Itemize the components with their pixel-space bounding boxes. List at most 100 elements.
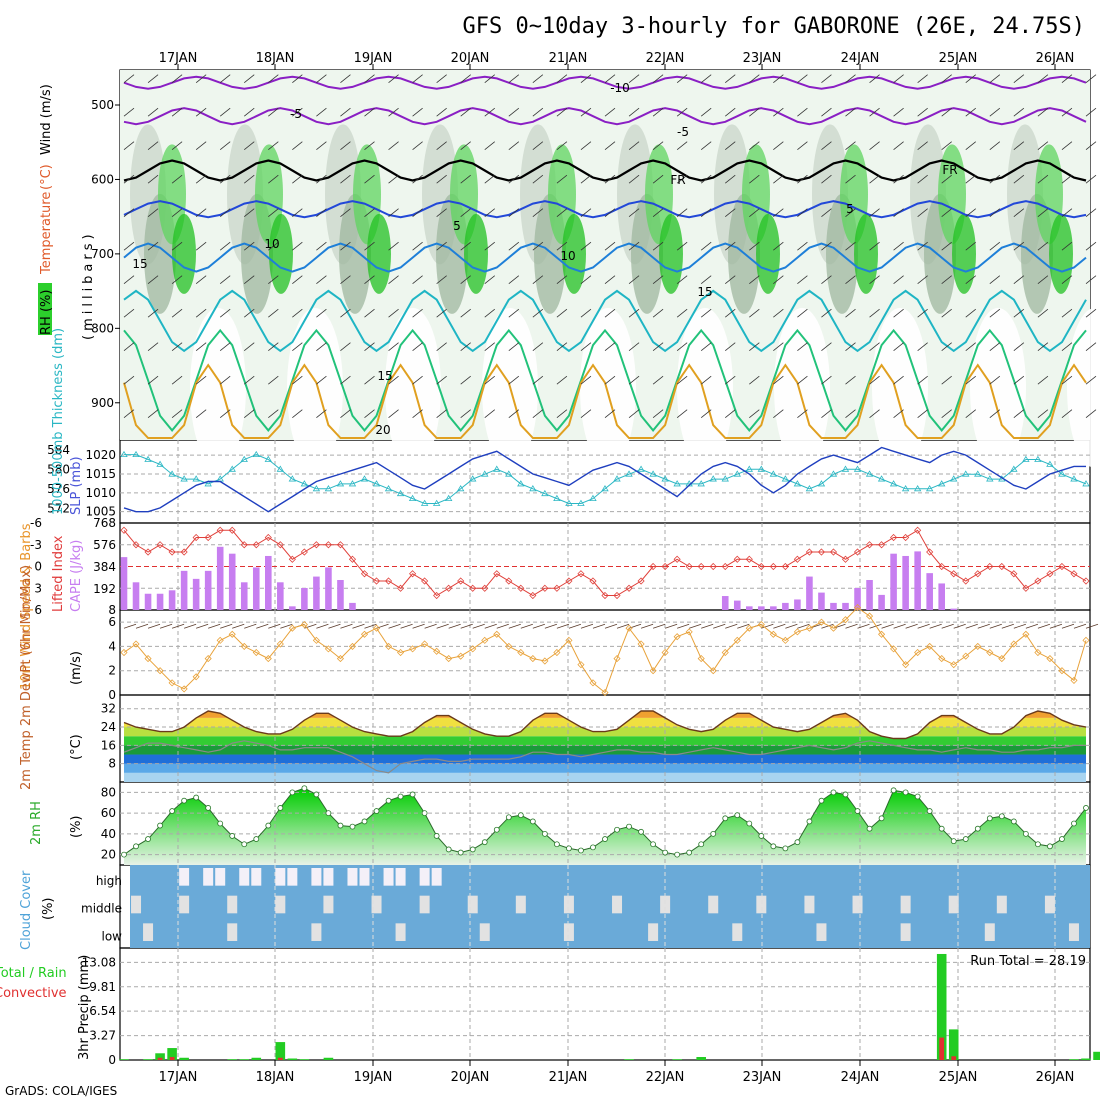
li-series-point [1082, 577, 1090, 585]
wind-barb [1013, 174, 1025, 184]
temp-tick: 24 [101, 720, 116, 734]
wind-barb [568, 623, 582, 629]
cape-tick: 192 [93, 582, 116, 596]
wind-barb [845, 308, 856, 318]
wind-barb [749, 141, 760, 150]
li-series-point [372, 577, 381, 585]
li-series-point [673, 555, 681, 563]
wind-tick: 0 [108, 688, 116, 702]
li-series-point [829, 548, 838, 556]
wind-barb [713, 623, 726, 629]
date-label: 23JAN [743, 51, 782, 66]
li-series-point [541, 584, 549, 592]
precip-bar [672, 1059, 682, 1060]
wind-barb [436, 141, 447, 150]
wind-label: 10m Wind Speed & Barbs [19, 523, 34, 690]
rh-series-point [481, 839, 488, 846]
isotherm-line [123, 289, 1087, 353]
thickness-series-point [721, 475, 729, 482]
rh-series-point [277, 805, 284, 811]
wind-barb [845, 409, 856, 418]
li-series-point [1010, 570, 1018, 578]
wind-speed-series-point [745, 624, 753, 632]
wind-barb [1037, 308, 1049, 318]
wind-barb [821, 623, 834, 629]
wind-barb [797, 409, 808, 418]
wind-barb [941, 375, 952, 385]
wind-barb [484, 623, 497, 629]
wind-barb [881, 623, 894, 629]
wind-barb [604, 107, 616, 117]
li-series-point [950, 570, 958, 578]
wind-barb [725, 342, 736, 351]
wind-barb [917, 375, 928, 385]
wind-barb [773, 174, 784, 184]
wind-barb [556, 409, 568, 418]
wind-barb [941, 208, 952, 217]
wind-barb [1013, 241, 1025, 251]
cloud-cell [804, 895, 815, 914]
cloud-label: Cloud Cover [19, 870, 34, 950]
wind-barb [123, 623, 137, 629]
thickness-series-point [493, 465, 501, 472]
wind-barb [652, 141, 664, 150]
wind-barb [845, 375, 856, 385]
wind-barb [821, 342, 832, 351]
rh-series-point [818, 797, 825, 804]
li-series-point [300, 548, 308, 556]
wind-barb [652, 174, 664, 184]
rh-series-point [529, 818, 536, 825]
wind-barb [316, 241, 327, 251]
wind-barb [580, 208, 592, 217]
wind-barb [532, 275, 544, 284]
wind-barb [364, 375, 375, 385]
date-label: 18JAN [256, 51, 295, 66]
profile-ytick: 800 [91, 321, 114, 335]
wind-barb [244, 275, 255, 284]
wind-barb [989, 623, 1002, 629]
wind-barb [171, 241, 183, 251]
wind-barb [460, 208, 471, 217]
wind-barb [869, 308, 880, 318]
wind-barb [340, 141, 351, 150]
wind-speed-series-point [457, 652, 465, 660]
rh-unit: (%) [69, 816, 84, 839]
thickness-series-point [1070, 475, 1078, 482]
wind-barb [195, 342, 207, 351]
wind-barb [821, 141, 832, 150]
wind-barb [532, 174, 544, 184]
date-label: 25JAN [939, 51, 978, 66]
thickness-series-point [865, 470, 874, 477]
wind-barb [797, 275, 808, 284]
wind-barb [508, 208, 520, 217]
wind-barb [1013, 623, 1026, 629]
wind-barb [1085, 275, 1097, 284]
li-series-point [745, 555, 753, 563]
thickness-series-point [180, 475, 188, 482]
wind-barb [965, 308, 976, 318]
li-series-point [757, 562, 765, 571]
cloud-cell [131, 895, 142, 914]
wind-speed-series-point [781, 636, 789, 644]
cape-bar [144, 593, 152, 610]
thickness-series-point [336, 480, 345, 487]
rh-series-point [950, 838, 957, 845]
wind-barb [821, 107, 832, 117]
date-label: 22JAN [646, 1070, 685, 1085]
rh-series-point [878, 815, 885, 822]
wind-barb [989, 409, 1001, 418]
date-label: 21JAN [549, 51, 588, 66]
li-series-point [733, 555, 741, 563]
precip-bar [323, 1057, 334, 1060]
contour-label: -5 [677, 125, 689, 139]
li-series-point [469, 584, 477, 592]
precip-bar [1093, 1051, 1100, 1060]
wind-barb [532, 409, 544, 418]
wind-barb [340, 107, 351, 117]
wind-barb [761, 623, 774, 629]
wind-speed-series-point [613, 655, 621, 663]
wind-barb [893, 409, 904, 418]
wind-speed-series-point [216, 636, 224, 644]
wind-speed-series-point [962, 652, 970, 660]
cloud-cell [215, 868, 226, 886]
